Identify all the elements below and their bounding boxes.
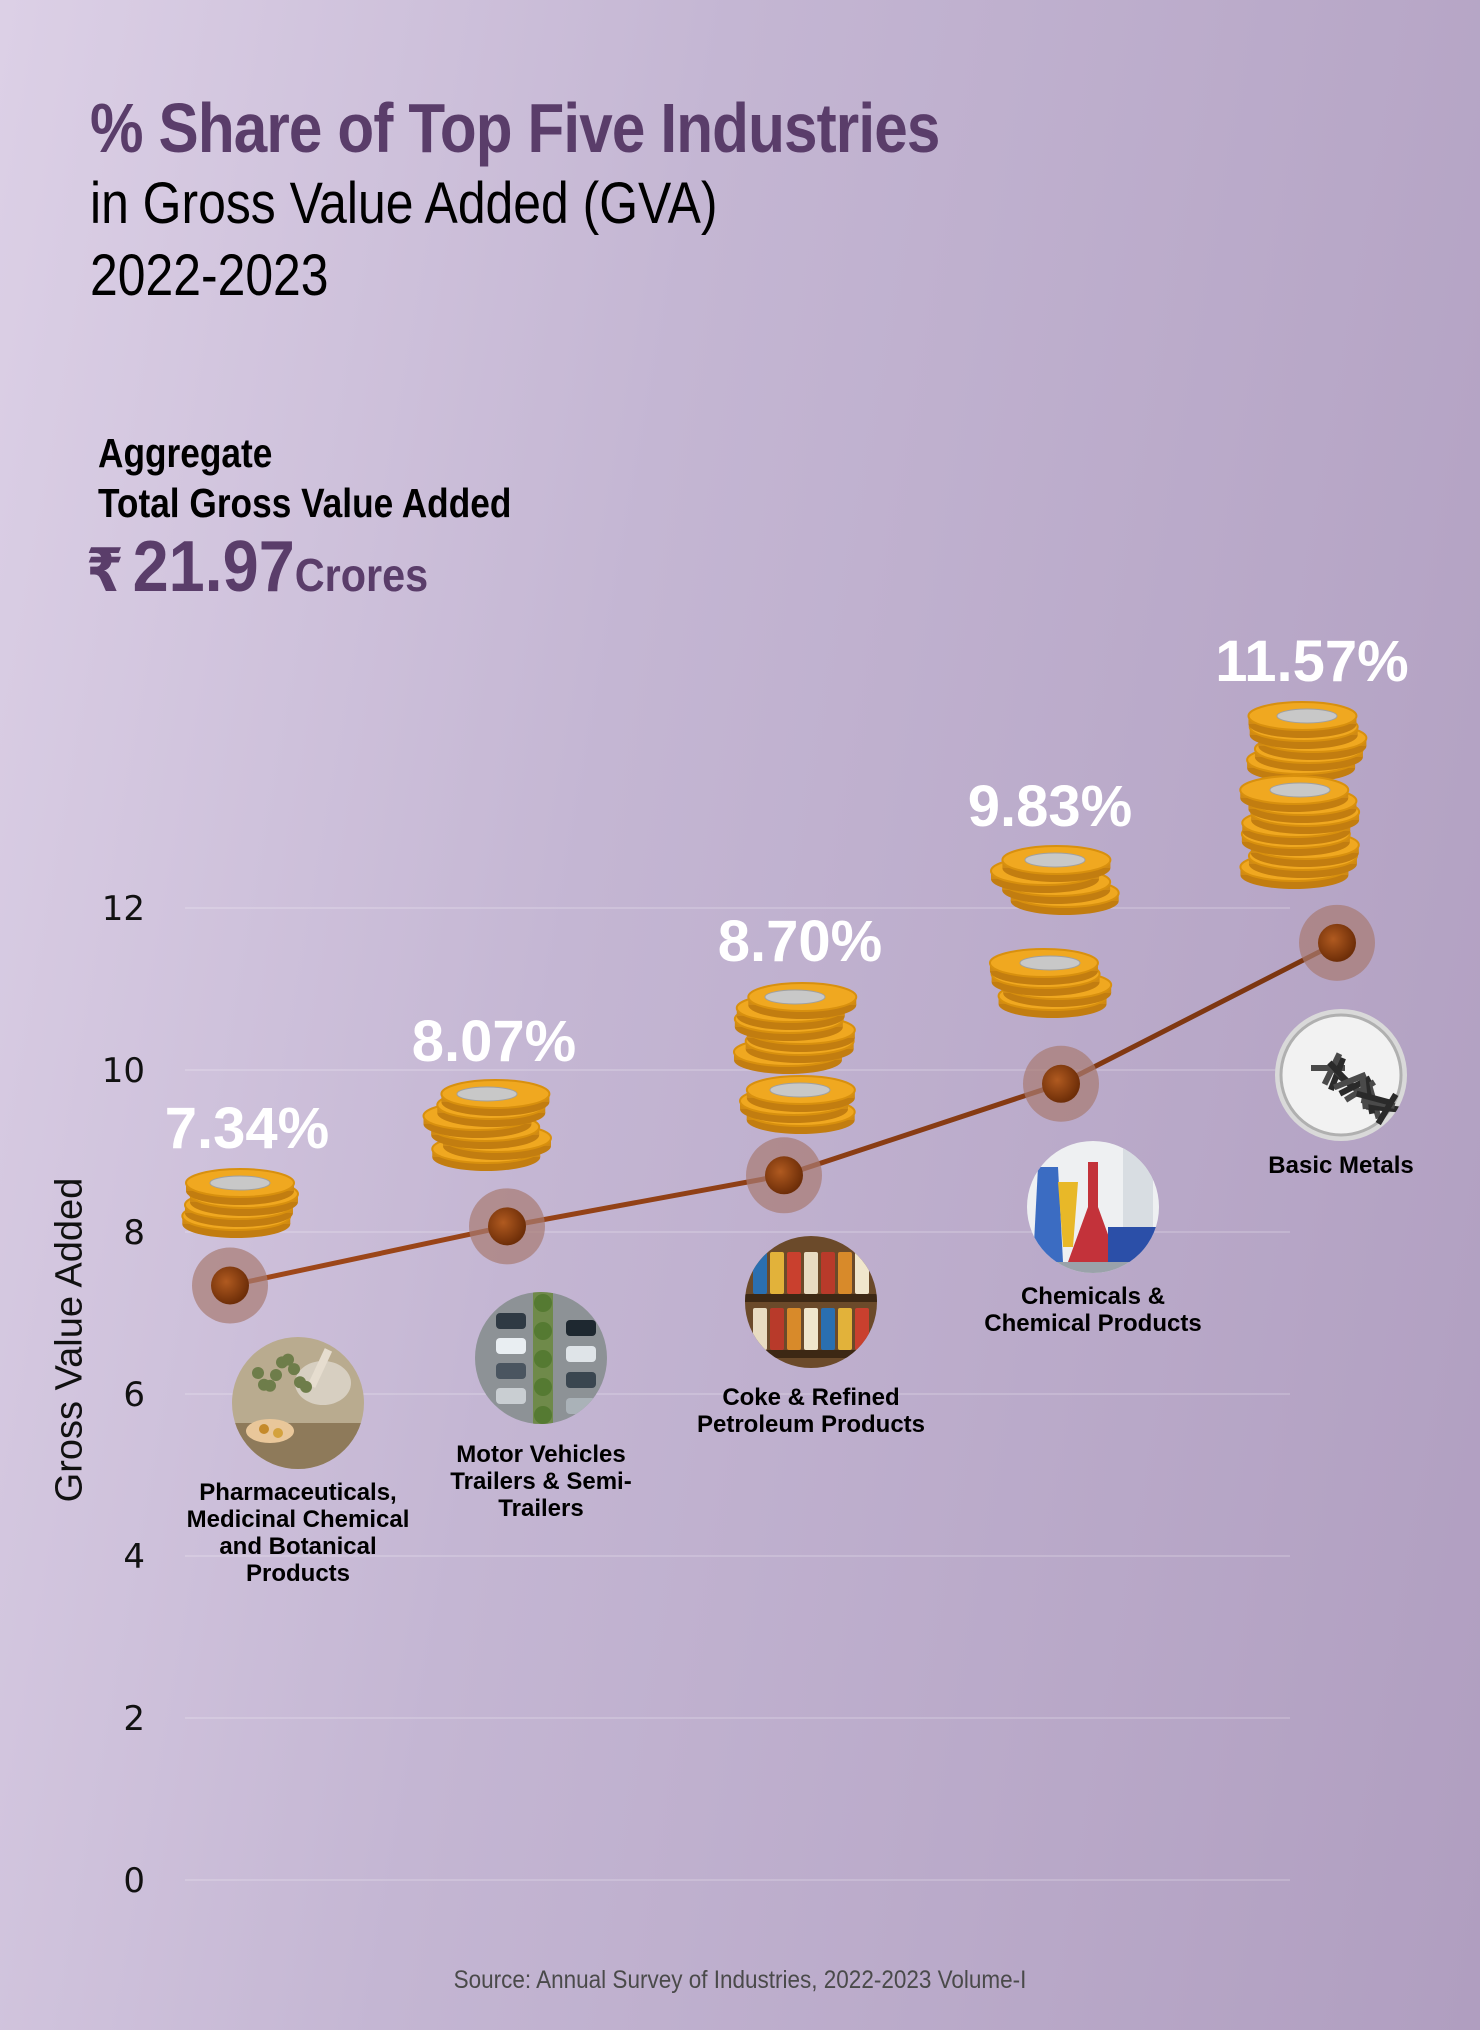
data-point [192,1247,268,1324]
source-note: Source: Annual Survey of Industries, 202… [453,1966,1027,1994]
coin-stack-icon [1239,775,1361,889]
coin-stack-icon [732,982,858,1074]
y-tick-label: 4 [123,1537,145,1577]
y-tick-label: 2 [123,1699,145,1739]
value-label: 9.83% [968,774,1132,839]
chart-title: % Share of Top Five Industries in Gross … [90,88,1078,312]
aggregate-value: ₹21.97Crores [86,526,428,608]
value-label: 8.07% [412,1009,576,1074]
data-point [469,1188,545,1265]
title-sub-year: 2022-2023 [90,243,329,308]
y-tick-label: 12 [102,889,145,929]
coin-stack-icon [181,1168,299,1238]
category-label: Motor Vehicles Trailers & Semi-Trailers [450,1441,631,1522]
shelf-products-icon [745,1236,877,1368]
y-tick-label: 10 [102,1051,145,1091]
value-label: 11.57% [1215,629,1409,694]
category-label: Coke & Refined Petroleum Products [697,1384,925,1438]
lab-flasks-icon [1027,1141,1159,1273]
data-point [1299,904,1375,981]
coin-stack-icon [990,845,1120,915]
aggregate-number: 21.97 [132,527,295,607]
parking-cars-icon [475,1292,607,1424]
aggregate-unit: Crores [294,549,429,601]
y-tick-label: 8 [123,1213,145,1253]
metal-nails-icon [1275,1009,1407,1141]
title-sub-gva: in Gross Value Added (GVA) [90,171,718,236]
category-label: Chemicals & Chemical Products [984,1283,1201,1337]
aggregate-block: Aggregate Total Gross Value Added [98,428,579,528]
category-label: Basic Metals [1268,1152,1413,1179]
y-tick-label: 6 [123,1375,145,1415]
value-label: 8.70% [718,909,882,974]
data-point [746,1137,822,1214]
y-tick-label: 0 [123,1861,145,1901]
coin-stack-icon [1246,701,1368,782]
coin-stack-icon [422,1079,552,1171]
rupee-symbol: ₹ [86,536,124,606]
category-label: Pharmaceuticals, Medicinal Chemical and Bo… [187,1479,410,1587]
pharma-herbs-icon [232,1337,364,1469]
title-main: % Share of Top Five Industries [90,89,940,167]
data-point [1023,1045,1099,1122]
value-label: 7.34% [165,1096,329,1161]
aggregate-label: Aggregate [98,430,273,476]
coin-stack-icon [988,948,1113,1018]
coin-stack-icon [739,1075,856,1134]
aggregate-sublabel: Total Gross Value Added [98,480,512,526]
